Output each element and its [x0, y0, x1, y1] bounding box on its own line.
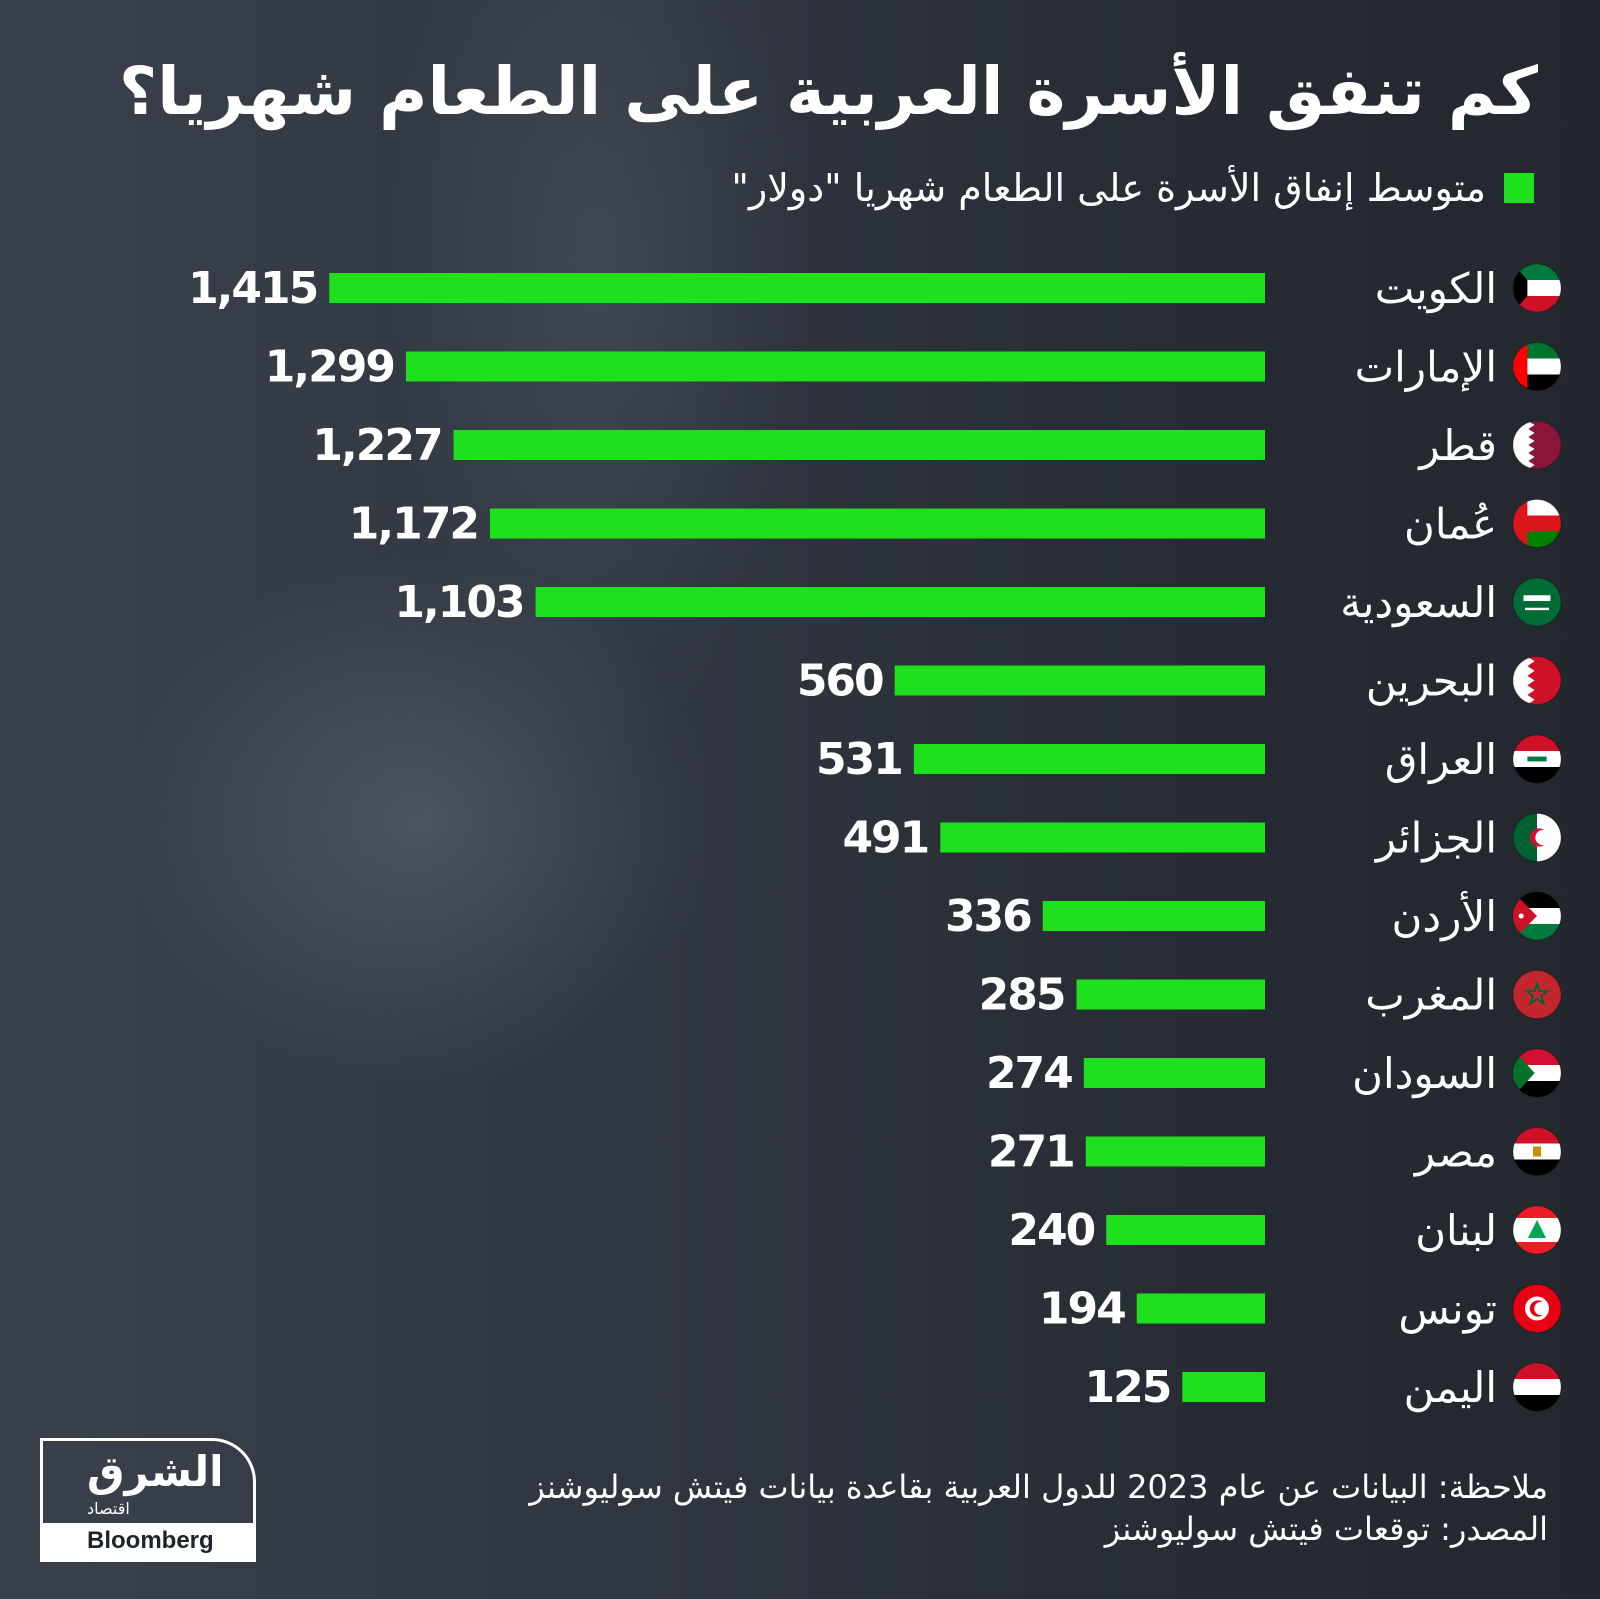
- logo-sub-text: اقتصاد: [87, 1499, 130, 1518]
- oman-flag-icon: [1512, 499, 1562, 548]
- bar-row: 1,299 الإمارات: [265, 342, 1562, 393]
- category-label: الكويت: [1375, 264, 1497, 313]
- bar-row: 1,103 السعودية: [394, 577, 1562, 628]
- category-label: البحرين: [1366, 657, 1497, 706]
- logo-bar: [43, 1523, 253, 1559]
- category-label: السعودية: [1340, 578, 1497, 627]
- bahrain-flag-icon: [1512, 656, 1562, 705]
- legend: متوسط إنفاق الأسرة على الطعام شهريا "دول…: [731, 166, 1534, 210]
- saudi-flag-icon: [1512, 577, 1562, 627]
- uae-flag-icon: [1512, 342, 1562, 391]
- bar-row: 285 المغرب: [979, 970, 1562, 1021]
- value-label: 1,299: [265, 342, 394, 393]
- bar: [1182, 1372, 1265, 1402]
- egypt-flag-icon: [1512, 1127, 1562, 1176]
- category-label: مصر: [1413, 1128, 1497, 1177]
- algeria-flag-icon: [1512, 813, 1562, 862]
- bar-row: 1,172 عُمان: [349, 499, 1562, 550]
- value-label: 240: [1008, 1205, 1094, 1256]
- bar: [489, 508, 1265, 539]
- value-label: 1,172: [349, 499, 478, 550]
- bar-row: 194 تونس: [1039, 1284, 1562, 1335]
- bar-row: 1,415 الكويت: [188, 263, 1562, 314]
- source-text: المصدر: توقعات فيتش سوليوشنز: [1104, 1510, 1548, 1549]
- chart-title: كم تنفق الأسرة العربية على الطعام شهريا؟: [118, 53, 1538, 130]
- asharq-bloomberg-logo: الشرق اقتصاد مع Bloomberg: [40, 1438, 256, 1562]
- value-label: 491: [842, 813, 928, 864]
- value-label: 285: [979, 970, 1065, 1021]
- category-label: قطر: [1417, 421, 1497, 470]
- category-label: عُمان: [1404, 500, 1497, 549]
- category-label: الإمارات: [1355, 343, 1497, 392]
- legend-label: متوسط إنفاق الأسرة على الطعام شهريا "دول…: [731, 166, 1486, 210]
- bar-chart: 1,415 الكويت 1,299 الإمارات 1,227 قطر 1,172 عُم…: [188, 263, 1562, 1413]
- bar: [1106, 1215, 1265, 1245]
- legend-swatch: [1504, 173, 1534, 203]
- category-label: لبنان: [1415, 1206, 1497, 1255]
- value-label: 560: [797, 656, 883, 707]
- value-label: 1,415: [188, 263, 317, 314]
- bar: [1042, 901, 1265, 931]
- value-label: 1,103: [394, 577, 523, 628]
- bar-row: 491 الجزائر: [842, 813, 1562, 864]
- bar: [329, 273, 1265, 303]
- bar-row: 336 الأردن: [945, 890, 1562, 942]
- category-label: المغرب: [1365, 971, 1497, 1020]
- logo-brand-text: Bloomberg: [87, 1527, 214, 1554]
- value-label: 274: [986, 1048, 1072, 1099]
- bar: [940, 822, 1265, 853]
- category-label: اليمن: [1404, 1363, 1497, 1412]
- bar: [1136, 1293, 1265, 1324]
- value-label: 271: [988, 1127, 1074, 1178]
- value-label: 194: [1039, 1284, 1125, 1335]
- iraq-flag-icon: [1512, 734, 1562, 784]
- value-label: 531: [816, 734, 902, 785]
- category-label: العراق: [1385, 735, 1497, 784]
- bar: [405, 351, 1265, 382]
- bar: [1076, 979, 1265, 1010]
- bar-row: 240 لبنان: [1008, 1205, 1562, 1256]
- category-label: الأردن: [1392, 890, 1497, 941]
- bar: [453, 430, 1265, 460]
- note-text: ملاحظة: البيانات عن عام 2023 للدول العرب…: [529, 1468, 1548, 1506]
- footnote: ملاحظة: البيانات عن عام 2023 للدول العرب…: [529, 1466, 1548, 1550]
- bar-row: 560 البحرين: [797, 656, 1562, 707]
- yemen-flag-icon: [1512, 1362, 1562, 1412]
- bar-row: 271 مصر: [988, 1127, 1562, 1178]
- value-label: 336: [945, 891, 1031, 942]
- category-label: تونس: [1398, 1285, 1497, 1334]
- kuwait-flag-icon: [1512, 263, 1562, 313]
- jordan-flag-icon: [1512, 891, 1562, 941]
- bar-row: 1,227 قطر: [312, 420, 1562, 471]
- morocco-flag-icon: [1512, 970, 1562, 1019]
- bar-row: 531 العراق: [816, 734, 1562, 785]
- bar-row: 125 اليمن: [1084, 1362, 1562, 1413]
- logo-main-text: الشرق: [87, 1447, 224, 1496]
- tunisia-flag-icon: [1512, 1284, 1562, 1333]
- value-label: 1,227: [312, 420, 441, 471]
- bar: [535, 587, 1265, 617]
- category-label: السودان: [1352, 1049, 1497, 1098]
- bar: [913, 744, 1265, 774]
- bar-row: 274 السودان: [986, 1048, 1562, 1099]
- bar: [894, 665, 1265, 696]
- bar: [1083, 1058, 1265, 1088]
- qatar-flag-icon: [1512, 420, 1562, 470]
- sudan-flag-icon: [1512, 1048, 1562, 1098]
- category-label: الجزائر: [1374, 814, 1497, 863]
- lebanon-flag-icon: [1512, 1205, 1562, 1255]
- bar: [1085, 1136, 1265, 1167]
- value-label: 125: [1084, 1362, 1170, 1413]
